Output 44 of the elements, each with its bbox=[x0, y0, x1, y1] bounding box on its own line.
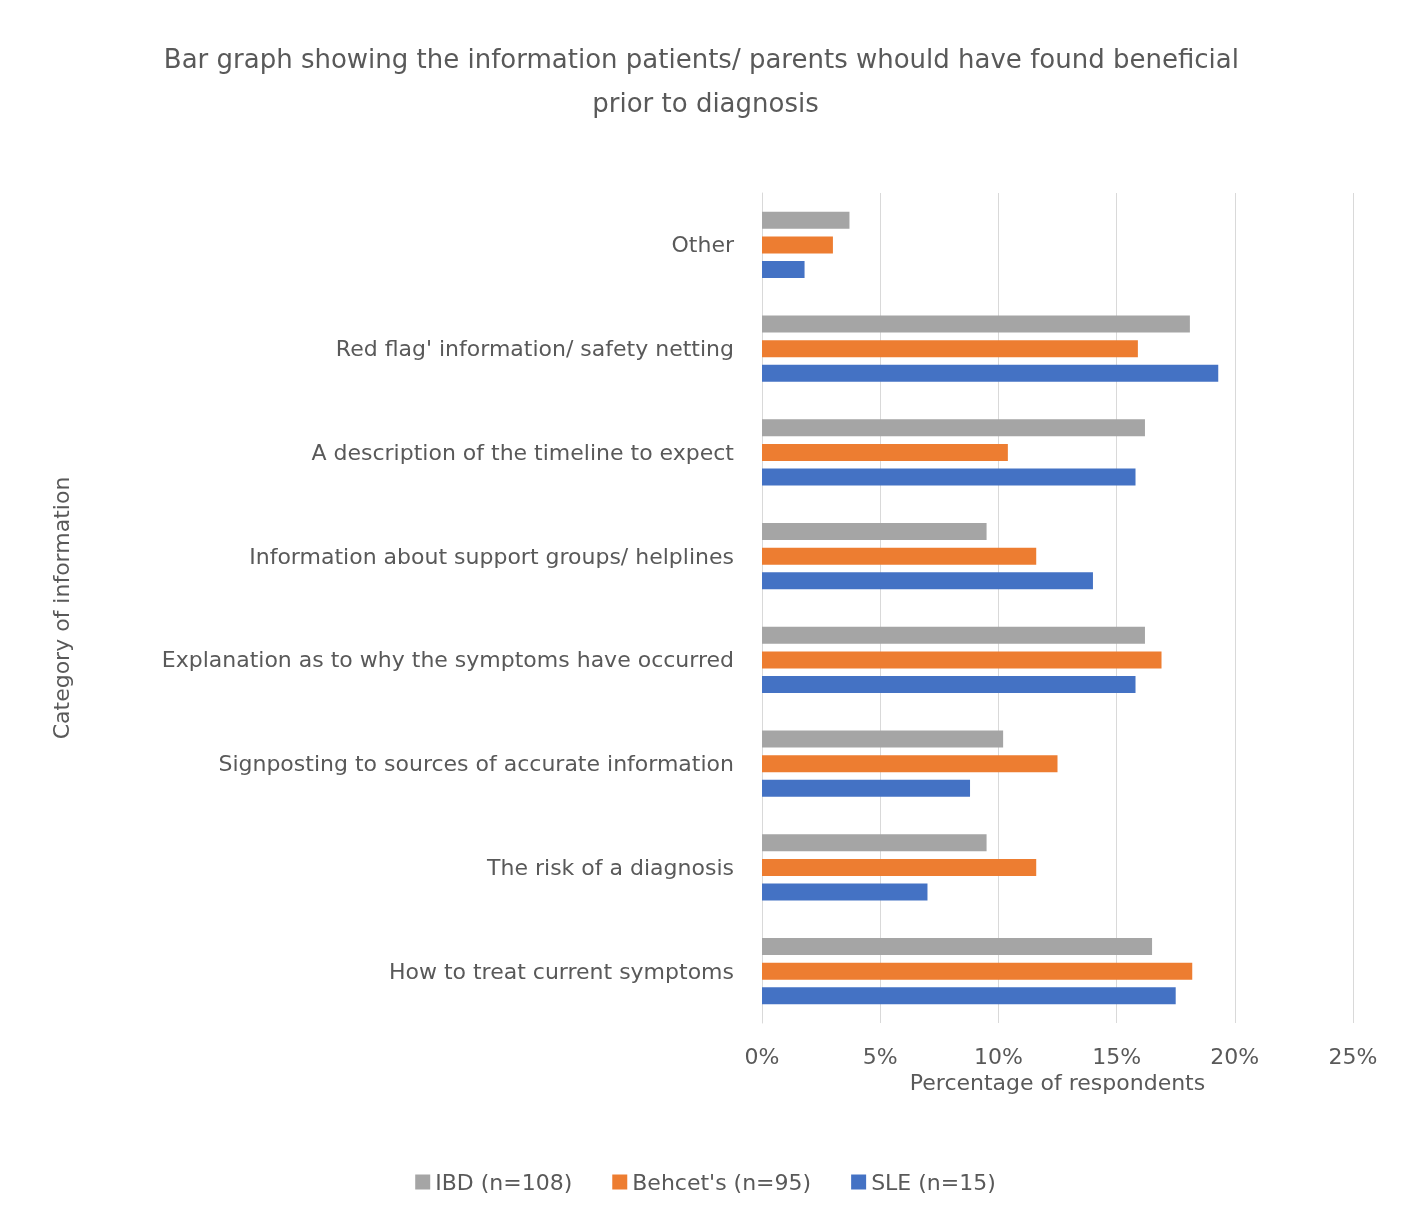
bar bbox=[762, 236, 833, 254]
y-tick-label: Red flag' information/ safety netting bbox=[335, 336, 734, 362]
y-tick-label: Signposting to sources of accurate information bbox=[218, 751, 734, 777]
bar bbox=[762, 626, 1145, 644]
bar bbox=[762, 937, 1153, 955]
legend-label: Behcet's (n=95) bbox=[632, 1169, 812, 1195]
bar bbox=[762, 730, 1004, 748]
bar bbox=[762, 572, 1093, 590]
x-tick-label: 10% bbox=[973, 1043, 1023, 1069]
y-tick-label: The risk of a diagnosis bbox=[486, 854, 734, 880]
x-tick-label: 15% bbox=[1092, 1043, 1142, 1069]
bar bbox=[762, 468, 1136, 486]
y-tick-label: Information about support groups/ helplines bbox=[249, 543, 734, 569]
bar bbox=[762, 211, 850, 229]
bar bbox=[762, 834, 987, 852]
y-tick-label: Other bbox=[671, 232, 735, 258]
bar bbox=[762, 443, 1008, 461]
bar bbox=[762, 364, 1219, 382]
bar bbox=[762, 858, 1037, 876]
bar bbox=[762, 522, 987, 540]
bar bbox=[762, 779, 971, 797]
bar bbox=[762, 883, 928, 901]
x-axis-title: Percentage of respondents bbox=[909, 1070, 1206, 1096]
bar bbox=[762, 340, 1138, 358]
y-axis-title: Category of information bbox=[48, 476, 74, 740]
legend-label: SLE (n=15) bbox=[871, 1169, 996, 1195]
bar bbox=[762, 755, 1058, 773]
bar bbox=[762, 651, 1162, 669]
chart-title: Bar graph showing the information patients/ parents whould have found beneficial prior to diagnosis bbox=[163, 44, 1248, 118]
y-tick-label: Explanation as to why the symptoms have occurred bbox=[161, 647, 734, 673]
bar bbox=[762, 962, 1193, 980]
bar bbox=[762, 676, 1136, 694]
bar bbox=[762, 261, 805, 279]
y-tick-label: A description of the timeline to expect bbox=[311, 439, 735, 465]
y-tick-label: How to treat current symptoms bbox=[388, 958, 734, 984]
x-tick-label: 25% bbox=[1328, 1043, 1378, 1069]
bar bbox=[762, 547, 1037, 565]
legend-label: IBD (n=108) bbox=[435, 1169, 573, 1195]
bar bbox=[762, 315, 1190, 333]
x-tick-label: 5% bbox=[862, 1043, 898, 1069]
bar bbox=[762, 987, 1176, 1005]
x-tick-label: 20% bbox=[1210, 1043, 1260, 1069]
bar bbox=[762, 419, 1145, 437]
x-tick-label: 0% bbox=[744, 1043, 780, 1069]
